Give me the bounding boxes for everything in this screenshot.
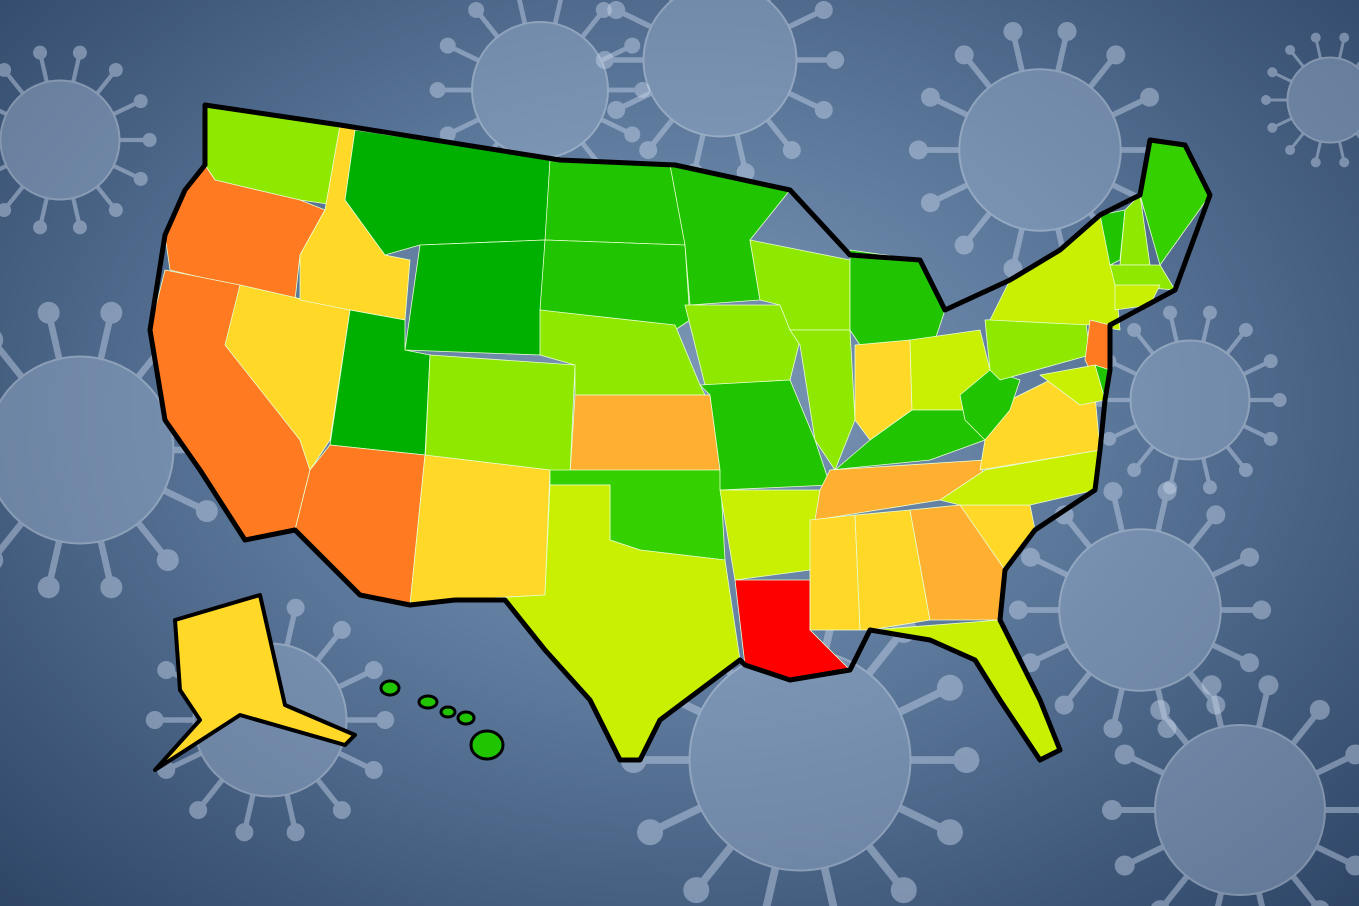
state-hi: [379, 679, 401, 697]
state-me: [1139, 139, 1211, 266]
coronavirus-icon: [595, 0, 845, 182]
state-mo: [699, 379, 831, 491]
state-hi: [417, 694, 439, 710]
state-ms: [809, 514, 861, 631]
state-ak: [153, 593, 357, 772]
state-wy: [404, 239, 546, 356]
coronavirus-icon: [429, 0, 651, 198]
state-ar: [719, 489, 821, 581]
state-hi: [469, 729, 505, 761]
state-nd: [544, 159, 686, 246]
coronavirus-icon: [1261, 32, 1359, 168]
coronavirus-icon: [0, 45, 157, 235]
states-layer: [147, 102, 1213, 772]
country-outline: [147, 102, 1213, 763]
state-az: [294, 444, 426, 606]
coronavirus-icon: [1102, 675, 1359, 906]
state-ks: [569, 394, 721, 476]
state-mi: [849, 249, 946, 346]
state-hi: [439, 705, 457, 719]
coronavirus-icon: [1008, 481, 1272, 739]
state-va: [964, 374, 1101, 471]
state-nm: [409, 454, 551, 606]
state-sd: [539, 239, 691, 331]
coronavirus-icon: [1093, 305, 1287, 495]
state-co: [424, 354, 576, 476]
state-vt: [1099, 209, 1126, 266]
state-hi: [456, 710, 476, 726]
state-ia: [684, 304, 801, 386]
state-al: [854, 509, 931, 631]
state-ct: [1114, 284, 1161, 311]
